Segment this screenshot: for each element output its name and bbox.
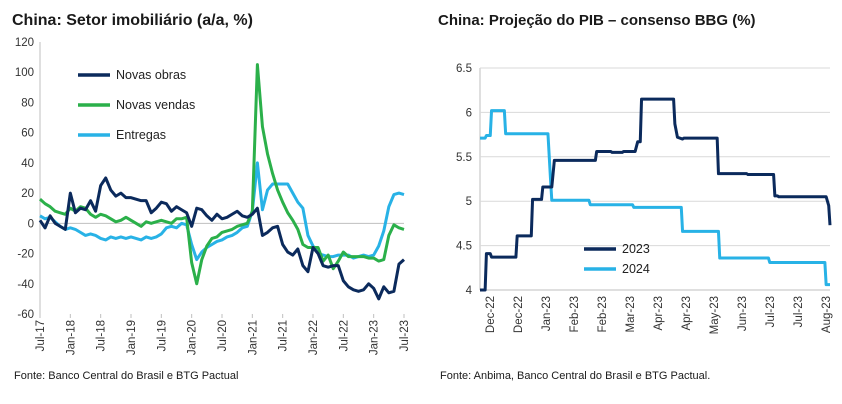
x-tick-label: Jul-23: [399, 320, 411, 351]
x-tick-label: Jan-23: [541, 296, 553, 331]
y-tick-label: 20: [21, 188, 34, 200]
left-chart-panel: China: Setor imobiliário (a/a, %) -60 -40…: [0, 0, 420, 404]
x-tick-label: Feb-23: [597, 296, 609, 332]
y-tick-label: 40: [21, 158, 34, 170]
y-tick-label: 5.5: [456, 152, 472, 164]
x-tick-label: Jul-22: [338, 320, 350, 351]
x-tick-label: Jul-23: [793, 296, 805, 327]
y-tick-label: 4.5: [456, 241, 472, 253]
x-tick-label: Apr-23: [653, 296, 665, 331]
x-tick-label: Jul-20: [217, 320, 229, 351]
y-tick-label: -20: [17, 249, 34, 261]
x-tick-label: Dec-22: [485, 296, 497, 333]
x-tick-label: May-23: [709, 296, 721, 334]
legend-label: Novas obras: [116, 68, 186, 82]
x-tick-label: Jan-21: [247, 320, 259, 355]
right-chart-source: Fonte: Anbima, Banco Central do Brasil e…: [440, 370, 711, 382]
x-tick-label: Mar-23: [625, 296, 637, 332]
y-tick-label: -60: [17, 309, 34, 321]
left-chart-source: Fonte: Banco Central do Brasil e BTG Pac…: [14, 370, 239, 382]
right-chart-svg: 4 4.5 5 5.5 6 6.5 Dec-22 Dec-22 Jan-23 Feb-23 Feb-…: [456, 63, 833, 334]
legend-label: 2023: [622, 242, 650, 256]
y-tick-label: 60: [21, 128, 34, 140]
right-chart-panel: China: Projeção do PIB – consenso BBG (%…: [422, 0, 842, 404]
y-tick-label: 6.5: [456, 63, 472, 75]
x-tick-label: Jul-17: [35, 320, 47, 351]
y-tick-label: 100: [15, 67, 34, 79]
series-line-2023: [480, 97, 832, 292]
x-tick-label: Jan-20: [187, 320, 199, 355]
right-chart-title: China: Projeção do PIB – consenso BBG (%…: [438, 12, 756, 29]
legend-label: Novas vendas: [116, 98, 195, 112]
x-tick-label: Jul-23: [765, 296, 777, 327]
y-tick-label: 0: [28, 218, 34, 230]
x-tick-label: Jul-19: [156, 320, 168, 351]
left-chart-title: China: Setor imobiliário (a/a, %): [12, 12, 253, 29]
series-line-novas-vendas: [38, 63, 405, 286]
y-tick-label: -40: [17, 279, 34, 291]
x-tick-label: Dec-22: [513, 296, 525, 333]
x-tick-label: Jan-19: [126, 320, 138, 355]
x-tick-label: Jan-18: [65, 320, 77, 355]
x-tick-label: Jan-22: [308, 320, 320, 355]
x-tick-label: Jul-18: [96, 320, 108, 351]
legend-label: Entregas: [116, 128, 166, 142]
y-tick-label: 4: [466, 285, 473, 297]
x-tick-label: Aug-23: [821, 296, 833, 333]
y-tick-label: 6: [466, 107, 472, 119]
y-tick-label: 5: [466, 196, 472, 208]
x-tick-label: Jul-21: [278, 320, 290, 351]
x-tick-label: Feb-23: [569, 296, 581, 332]
x-tick-label: Apr-23: [681, 296, 693, 331]
x-tick-label: Jun-23: [737, 296, 749, 331]
legend-label: 2024: [622, 262, 650, 276]
series-line-novas-obras: [38, 176, 406, 301]
left-chart-svg: -60 -40 -20 0 20 40 60 80 100 120 Jul-17 Jan-18 Jul-…: [15, 37, 411, 355]
y-tick-label: 80: [21, 97, 34, 109]
y-tick-label: 120: [15, 37, 34, 49]
series-line-2024: [480, 109, 830, 287]
x-tick-label: Jan-23: [369, 320, 381, 355]
